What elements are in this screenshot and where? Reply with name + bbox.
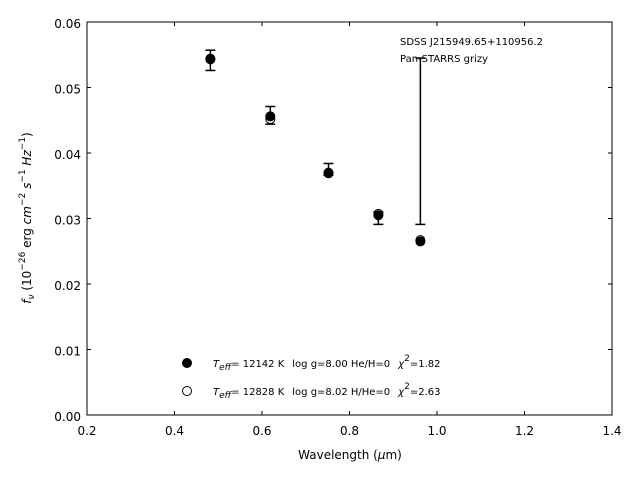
model-point-filled: [265, 111, 276, 122]
x-tick-label: 1.2: [515, 424, 534, 438]
model-point-filled: [323, 167, 334, 178]
x-tick-label: 1.0: [427, 424, 446, 438]
model-point-filled: [415, 236, 426, 247]
annotation-survey: Pan-STARRS grizy: [400, 54, 488, 65]
x-tick-label: 1.4: [602, 424, 621, 438]
error-bars: [205, 49, 426, 226]
x-tick-label: 0.4: [165, 424, 184, 438]
y-tick-label: 0.01: [54, 345, 81, 359]
legend-marker-filled: [182, 358, 192, 368]
x-tick-label: 0.8: [340, 424, 359, 438]
y-tick-label: 0.02: [54, 279, 81, 293]
data-points: [205, 53, 426, 247]
axis-ticks: [86, 21, 613, 416]
model-point-filled: [373, 210, 384, 221]
y-tick-label: 0.03: [54, 214, 81, 228]
y-axis-title: fν (10−26 erg cm−2 s−1 Hz−1): [18, 132, 37, 303]
annotation-object-name: SDSS J215949.65+110956.2: [400, 37, 543, 48]
x-tick-label: 0.2: [77, 424, 96, 438]
x-axis-title: Wavelength (μm): [298, 448, 402, 462]
model-point-filled: [205, 54, 216, 65]
y-tick-label: 0.00: [54, 410, 81, 424]
legend-marker-open: [182, 386, 192, 396]
error-bar: [415, 57, 426, 226]
y-tick-label: 0.04: [54, 148, 81, 162]
x-tick-label: 0.6: [252, 424, 271, 438]
y-tick-label: 0.05: [54, 83, 81, 97]
plot-frame: [86, 21, 613, 416]
y-tick-label: 0.06: [54, 17, 81, 31]
axis-tick-labels: 0.2 0.4 0.6 0.8 1.0 1.2 1.4 0.00 0.01 0.02 0.03 0.0…: [54, 17, 621, 438]
